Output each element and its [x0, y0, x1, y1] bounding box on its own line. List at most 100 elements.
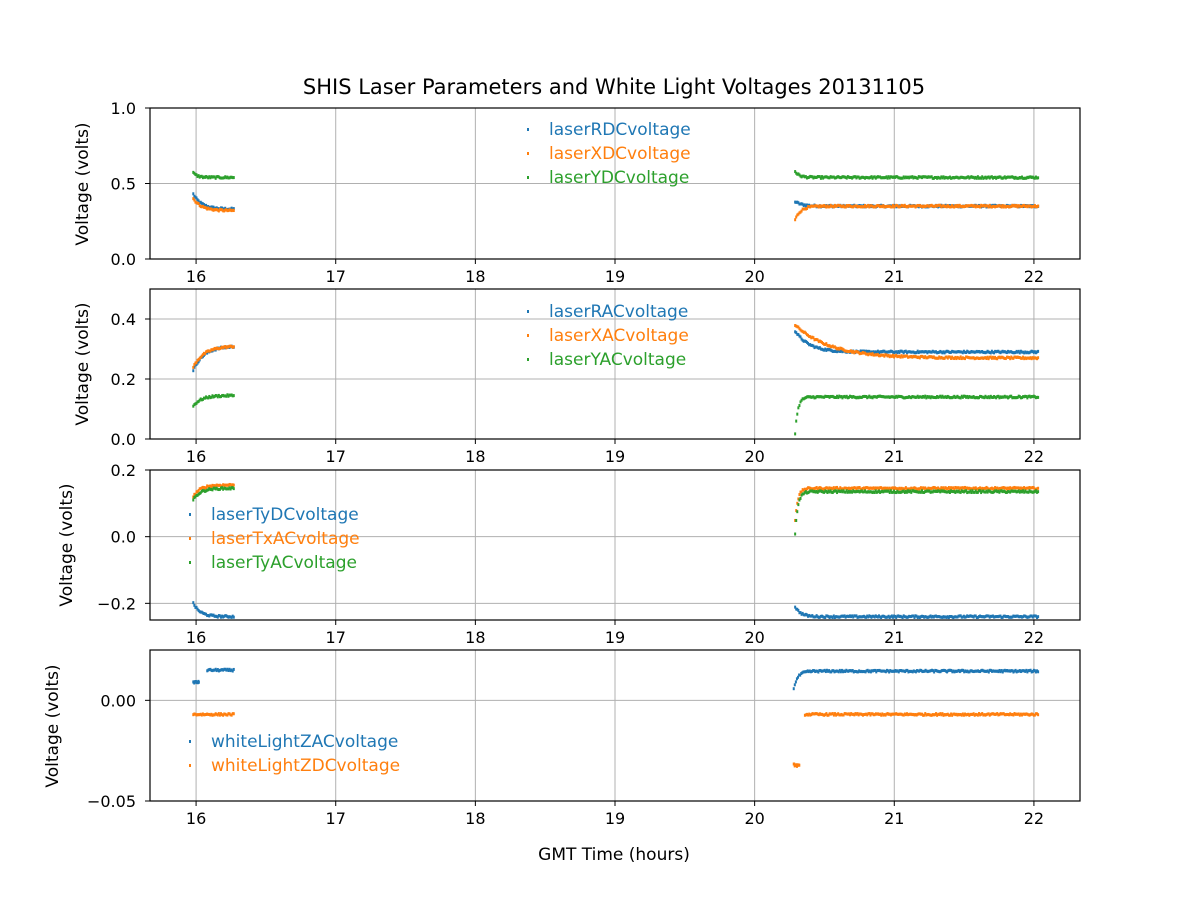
data-point	[852, 205, 855, 209]
data-point	[1036, 357, 1039, 361]
data-point	[964, 669, 967, 673]
data-point	[844, 349, 847, 353]
data-point	[887, 204, 890, 208]
data-point	[1020, 713, 1023, 717]
data-point	[840, 614, 843, 618]
data-point	[1007, 349, 1010, 353]
data-point	[801, 207, 804, 211]
data-point	[821, 395, 824, 399]
data-point	[990, 490, 993, 494]
data-point	[830, 175, 833, 179]
data-point	[902, 175, 905, 179]
data-point	[855, 204, 858, 208]
data-point	[212, 175, 215, 179]
data-point	[1026, 490, 1029, 494]
data-point	[881, 176, 884, 180]
data-point	[842, 487, 845, 491]
data-point	[817, 175, 820, 179]
data-point	[971, 395, 974, 399]
data-point	[940, 355, 943, 359]
data-point	[232, 483, 235, 487]
data-point	[974, 669, 977, 673]
data-point	[206, 351, 209, 355]
data-point	[890, 175, 893, 179]
data-point	[914, 354, 917, 358]
data-point	[915, 355, 918, 359]
data-point	[808, 203, 811, 207]
data-point	[873, 205, 876, 209]
data-point	[961, 615, 964, 619]
data-point	[1037, 615, 1040, 619]
data-point	[1007, 712, 1010, 716]
data-point	[211, 483, 214, 487]
data-point	[218, 487, 221, 491]
data-point	[926, 356, 929, 360]
data-point	[1016, 490, 1019, 494]
data-point	[1005, 712, 1008, 716]
x-tick-label: 16	[186, 267, 206, 286]
x-tick-label: 22	[1024, 447, 1044, 466]
data-point	[1005, 355, 1008, 359]
data-point	[809, 670, 812, 674]
data-point	[827, 344, 830, 348]
data-point	[991, 395, 994, 399]
data-point	[897, 394, 900, 398]
data-point	[832, 175, 835, 179]
data-point	[850, 395, 853, 399]
data-point	[957, 205, 960, 209]
data-point	[955, 175, 958, 179]
data-point	[934, 356, 937, 360]
data-point	[1032, 394, 1035, 398]
data-point	[977, 669, 980, 673]
data-point	[915, 713, 918, 717]
data-point	[974, 356, 977, 360]
data-point	[831, 487, 834, 491]
data-point	[873, 668, 876, 672]
data-point	[205, 175, 208, 179]
data-point	[1026, 356, 1029, 360]
data-point	[1028, 175, 1031, 179]
data-point	[206, 396, 209, 400]
data-point	[933, 396, 936, 399]
data-point	[1005, 204, 1008, 208]
data-point	[858, 712, 861, 716]
data-point	[922, 350, 925, 354]
data-point	[210, 613, 213, 617]
data-point	[994, 355, 997, 359]
data-point	[974, 175, 977, 179]
data-point	[816, 487, 819, 491]
data-point	[894, 395, 897, 399]
data-point	[196, 174, 199, 178]
data-point	[802, 207, 805, 211]
data-point	[820, 669, 823, 673]
data-point	[940, 489, 943, 493]
data-point	[1010, 487, 1013, 491]
data-point	[953, 394, 956, 398]
data-point	[222, 209, 225, 213]
data-point	[969, 669, 972, 673]
data-point	[1032, 713, 1035, 717]
data-point	[944, 615, 947, 619]
data-point	[983, 204, 986, 208]
data-point	[197, 399, 200, 403]
data-point	[966, 394, 969, 398]
data-point	[221, 176, 224, 180]
data-point	[941, 176, 944, 180]
data-point	[889, 354, 892, 358]
data-point	[855, 350, 858, 354]
data-point	[221, 484, 224, 488]
data-point	[958, 396, 961, 400]
data-point	[214, 176, 217, 180]
data-point	[945, 615, 948, 619]
data-point	[911, 489, 914, 493]
data-point	[923, 395, 926, 399]
data-point	[883, 489, 886, 493]
data-point	[836, 669, 839, 673]
data-point	[971, 350, 974, 354]
data-point	[944, 490, 947, 494]
data-point	[201, 202, 204, 206]
data-point	[904, 713, 907, 717]
data-point	[1002, 486, 1005, 490]
data-point	[820, 712, 823, 716]
data-point	[1015, 176, 1018, 180]
